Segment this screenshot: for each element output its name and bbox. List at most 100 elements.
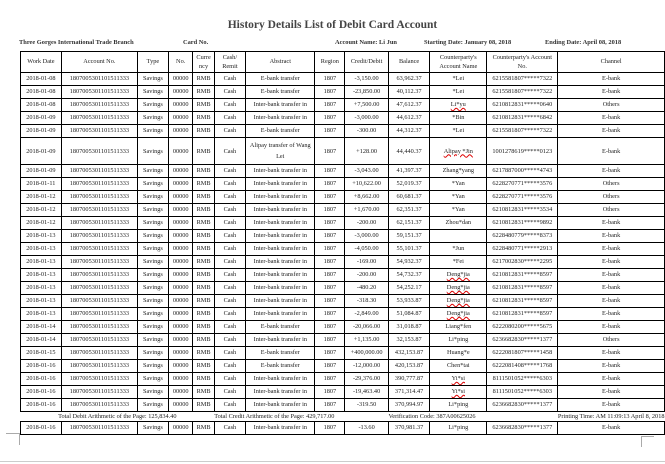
table-cell: 00000 — [167, 281, 194, 295]
table-row: 2018-01-13 1807005301101511333 Savings 0000… — [20, 242, 665, 256]
column-header: Account No. — [60, 51, 138, 73]
table-cell: 2018-01-09 — [20, 124, 62, 138]
table-cell: -169.00 — [344, 255, 389, 269]
table-cell: 6236682830*****1377 — [486, 333, 559, 347]
table-row: 2018-01-08 1807005301101511333 Savings 0000… — [20, 98, 665, 112]
page-corner-mark — [6, 433, 19, 434]
table-cell: Cash — [213, 98, 247, 112]
table-cell: Savings — [136, 385, 169, 399]
table-cell: Cash — [213, 320, 247, 334]
table-cell: 1807005301101511333 — [60, 216, 138, 230]
table-cell: E-bank — [557, 242, 665, 256]
table-cell: E-bank — [557, 281, 665, 295]
table-cell: 44,612.37 — [387, 111, 431, 125]
table-cell: Others — [557, 203, 665, 217]
table-cell: 60,681.37 — [387, 190, 431, 204]
column-header: Balance — [387, 51, 431, 73]
page-corner-mark — [19, 433, 20, 445]
branch-name: Three Gorges International Trade Branch — [19, 39, 134, 46]
table-cell: 1807 — [314, 320, 346, 334]
table-cell: Inter-bank transfer in — [245, 98, 316, 112]
table-cell: 1807 — [314, 190, 346, 204]
table-cell: Inter-bank transfer in — [245, 281, 316, 295]
table-cell: Cash — [213, 177, 247, 191]
table-cell: Inter-bank transfer in — [245, 307, 316, 321]
table-cell: Savings — [136, 372, 169, 386]
table-cell: Deng*jia — [429, 281, 488, 295]
column-header: Type — [136, 51, 169, 73]
table-cell: RMB — [192, 111, 215, 125]
table-cell: 1807005301101511333 — [60, 281, 138, 295]
table-cell: 6228480779*****8373 — [486, 229, 559, 243]
table-cell: 1807005301101511333 — [60, 98, 138, 112]
table-cell: Cash — [213, 85, 247, 99]
table-cell: 1807005301101511333 — [60, 268, 138, 282]
table-cell: 371,314.47 — [387, 385, 431, 399]
table-cell: Cash — [213, 216, 247, 230]
column-header: Curre ncy — [192, 51, 215, 73]
table-cell: -200.00 — [344, 268, 389, 282]
table-cell: +1,135.00 — [344, 333, 389, 347]
table-cell: *Lei — [429, 124, 488, 138]
table-cell: 00000 — [167, 421, 194, 435]
table-cell: E-bank — [557, 268, 665, 282]
column-header: Counterparty's Account Name — [429, 51, 488, 73]
verification-code: Verification Code: 387A00625026 — [388, 411, 558, 422]
table-cell: Others — [557, 177, 665, 191]
table-cell: E-bank — [557, 385, 665, 399]
table-cell: Savings — [136, 190, 169, 204]
table-cell: *Fei — [429, 255, 488, 269]
table-cell: 1807 — [314, 307, 346, 321]
table-cell: *Lei — [429, 85, 488, 99]
table-cell: 1807005301101511333 — [60, 85, 138, 99]
table-cell: E-bank — [557, 421, 665, 435]
table-cell: 2018-01-16 — [20, 372, 62, 386]
table-cell: RMB — [192, 255, 215, 269]
table-cell: Cash — [213, 294, 247, 308]
table-cell: Zhou*dan — [429, 216, 488, 230]
table-cell: E-bank transfer — [245, 346, 316, 360]
table-cell: RMB — [192, 281, 215, 295]
table-cell: 2018-01-12 — [20, 203, 62, 217]
table-cell: +10,622.00 — [344, 177, 389, 191]
table-cell: Savings — [136, 398, 169, 412]
table-row: 2018-01-16 1807005301101511333 Savings 0000… — [20, 385, 665, 399]
table-cell: Inter-bank transfer in — [245, 164, 316, 178]
table-cell: Inter-bank transfer in — [245, 229, 316, 243]
table-cell: -3,150.00 — [344, 72, 389, 86]
table-cell: Savings — [136, 177, 169, 191]
table-cell: -12,000.00 — [344, 359, 389, 373]
table-cell: 2018-01-13 — [20, 229, 62, 243]
table-cell: -200.00 — [344, 216, 389, 230]
table-cell: RMB — [192, 85, 215, 99]
table-cell: 2018-01-13 — [20, 242, 62, 256]
column-header: Channel — [557, 51, 665, 73]
table-cell: 1807005301101511333 — [60, 72, 138, 86]
table-cell: 54,732.37 — [387, 268, 431, 282]
table-cell: 1807 — [314, 216, 346, 230]
page-summary-row: Total Debit Arithmetic of the Page: 125,… — [20, 411, 665, 422]
table-cell: Cash — [213, 111, 247, 125]
table-cell: 1001278619*****0123 — [486, 137, 559, 165]
table-cell: 2018-01-16 — [20, 398, 62, 412]
table-cell: RMB — [192, 98, 215, 112]
table-cell: RMB — [192, 229, 215, 243]
table-cell: Cash — [213, 137, 247, 165]
table-cell: 1807 — [314, 385, 346, 399]
table-cell: Cash — [213, 242, 247, 256]
table-cell: 2018-01-14 — [20, 333, 62, 347]
table-cell: 40,112.37 — [387, 85, 431, 99]
transaction-table: Work Date Account No. Type No. Curre ncy Cash… — [20, 51, 665, 435]
table-cell: RMB — [192, 137, 215, 165]
table-cell: 00000 — [167, 359, 194, 373]
table-cell: 1807005301101511333 — [60, 177, 138, 191]
table-cell: RMB — [192, 320, 215, 334]
table-cell: 2018-01-08 — [20, 72, 62, 86]
table-cell: 6215581807*****7322 — [486, 85, 559, 99]
table-row: 2018-01-08 1807005301101511333 Savings 0000… — [20, 72, 665, 86]
table-cell: Inter-bank transfer in — [245, 203, 316, 217]
table-cell: E-bank — [557, 164, 665, 178]
table-cell: 370,994.97 — [387, 398, 431, 412]
table-cell: Cash — [213, 229, 247, 243]
table-cell: 6236682830*****1377 — [486, 398, 559, 412]
